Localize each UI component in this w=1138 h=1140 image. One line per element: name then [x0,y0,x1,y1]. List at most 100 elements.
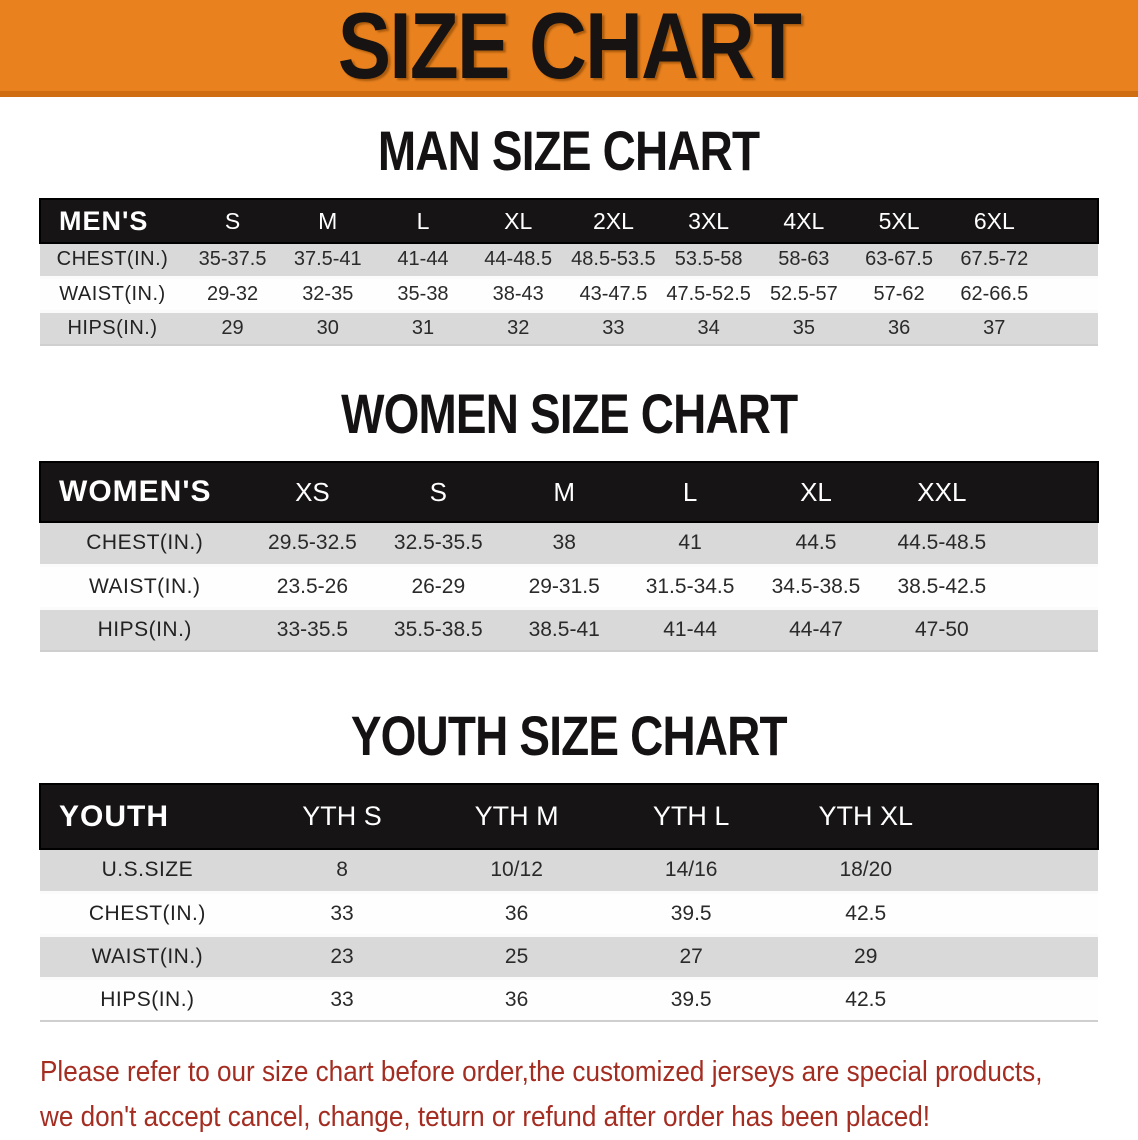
size-value-cell: 37 [946,311,1042,346]
size-column-header: M [280,198,376,244]
row-label-cell: U.S.SIZE [40,849,255,894]
size-value-cell: 32 [470,311,566,346]
size-column-header: 2XL [565,198,662,244]
size-value-cell: 33 [254,892,430,937]
size-column-header: L [627,461,754,523]
row-label-cell: WAIST(IN.) [40,277,185,313]
size-value-cell: 47-50 [878,608,1005,652]
size-value-cell: 30 [280,311,376,346]
size-value-cell: 36 [429,892,604,937]
size-value-cell: 43-47.5 [565,277,662,313]
size-column-header: 4XL [756,198,852,244]
size-value-cell: 8 [254,849,430,894]
size-value-cell: 38-43 [470,277,566,313]
size-value-cell: 44.5 [753,522,879,567]
row-spacer-cell [1041,311,1098,346]
size-value-cell: 47.5-52.5 [661,277,757,313]
size-value-cell: 44.5-48.5 [878,522,1005,567]
size-value-cell: 32-35 [280,277,376,313]
size-value-cell: 41-44 [627,608,754,652]
size-value-cell: 32.5-35.5 [375,522,502,567]
size-column-header: YTH S [254,783,430,850]
size-value-cell: 39.5 [603,892,779,937]
size-value-cell: 57-62 [851,277,947,313]
disclaimer-note: Please refer to our size chart before or… [40,1050,1138,1140]
size-value-cell: 31.5-34.5 [627,565,754,610]
table-title-cell: YOUTH [39,783,255,850]
size-value-cell: 37.5-41 [280,243,376,279]
table-row: CHEST(IN.) 29.5-32.5 32.5-35.5 38 41 44.5 44.5… [40,522,1098,567]
size-column-header: XS [249,461,376,523]
size-column-header: YTH M [429,783,604,850]
size-value-cell: 34 [661,311,757,346]
size-value-cell: 38 [501,522,628,567]
table-header-row: WOMEN'S XS S M L XL XXL [38,461,1100,523]
size-value-cell: 48.5-53.5 [565,243,662,279]
table-title-cell: MEN'S [39,198,185,244]
size-value-cell: 53.5-58 [661,243,757,279]
table-row: WAIST(IN.) 23 25 27 29 [40,935,1098,980]
size-value-cell: 38.5-42.5 [878,565,1005,610]
size-value-cell: 58-63 [756,243,852,279]
size-value-cell: 23 [254,935,430,980]
men-section-heading: MAN SIZE CHART [0,123,1138,179]
size-value-cell: 33 [565,311,662,346]
row-spacer-cell [953,978,1098,1022]
table-row: CHEST(IN.) 33 36 39.5 42.5 [40,892,1098,937]
banner-title: SIZE CHART [337,0,802,98]
size-value-cell: 25 [429,935,604,980]
row-label-cell: CHEST(IN.) [40,522,250,567]
size-column-header: 3XL [661,198,757,244]
size-column-header: M [501,461,628,523]
table-row: CHEST(IN.) 35-37.5 37.5-41 41-44 44-48.5 48.5… [40,243,1098,279]
size-column-header: 6XL [946,198,1042,244]
table-header-row: YOUTH YTH S YTH M YTH L YTH XL [39,783,1099,850]
size-value-cell: 44-47 [753,608,879,652]
table-row: WAIST(IN.) 29-32 32-35 35-38 38-43 43-47.5 47.… [40,277,1098,313]
size-value-cell: 10/12 [429,849,604,894]
size-value-cell: 52.5-57 [756,277,852,313]
row-label-cell: WAIST(IN.) [40,565,250,610]
section-women: WOMEN SIZE CHART WOMEN'S XS S M L XL XXL CHEST(… [0,386,1138,652]
size-value-cell: 33-35.5 [249,608,376,652]
size-column-header: YTH L [603,783,779,850]
size-value-cell: 23.5-26 [249,565,376,610]
size-column-header: YTH XL [778,783,954,850]
table-header-row: MEN'S S M L XL 2XL 3XL 4XL 5XL 6XL [39,198,1100,244]
row-label-cell: HIPS(IN.) [40,978,255,1022]
header-spacer-cell [1004,461,1100,523]
size-value-cell: 29 [778,935,954,980]
size-value-cell: 44-48.5 [470,243,566,279]
row-label-cell: CHEST(IN.) [40,243,185,279]
size-value-cell: 31 [375,311,471,346]
row-label-cell: HIPS(IN.) [40,608,250,652]
row-spacer-cell [1004,565,1098,610]
size-value-cell: 38.5-41 [501,608,628,652]
disclaimer-line-1: Please refer to our size chart before or… [40,1056,1043,1088]
disclaimer-line-2: we don't accept cancel, change, teturn o… [40,1100,931,1133]
table-row: HIPS(IN.) 33-35.5 35.5-38.5 38.5-41 41-44 44-… [40,608,1098,652]
size-column-header: XXL [878,461,1005,523]
table-row: HIPS(IN.) 33 36 39.5 42.5 [40,978,1098,1022]
row-label-cell: CHEST(IN.) [40,892,255,937]
youth-size-table: YOUTH YTH S YTH M YTH L YTH XL U.S.SIZE 8 10/12… [39,783,1099,1022]
size-value-cell: 39.5 [603,978,779,1022]
size-value-cell: 41-44 [375,243,471,279]
size-value-cell: 14/16 [603,849,779,894]
table-row: U.S.SIZE 8 10/12 14/16 18/20 [40,849,1098,894]
size-value-cell: 35.5-38.5 [375,608,502,652]
size-value-cell: 29 [184,311,281,346]
row-spacer-cell [1041,243,1098,279]
size-value-cell: 18/20 [778,849,954,894]
row-spacer-cell [1041,277,1098,313]
size-value-cell: 41 [627,522,754,567]
row-spacer-cell [953,892,1098,937]
size-value-cell: 29-32 [184,277,281,313]
women-section-heading: WOMEN SIZE CHART [0,386,1138,442]
size-value-cell: 36 [429,978,604,1022]
men-heading-text: MAN SIZE CHART [378,119,760,182]
row-spacer-cell [1004,522,1098,567]
section-youth: YOUTH SIZE CHART YOUTH YTH S YTH M YTH L YTH… [0,708,1138,1022]
women-heading-text: WOMEN SIZE CHART [340,382,798,445]
row-spacer-cell [1004,608,1098,652]
